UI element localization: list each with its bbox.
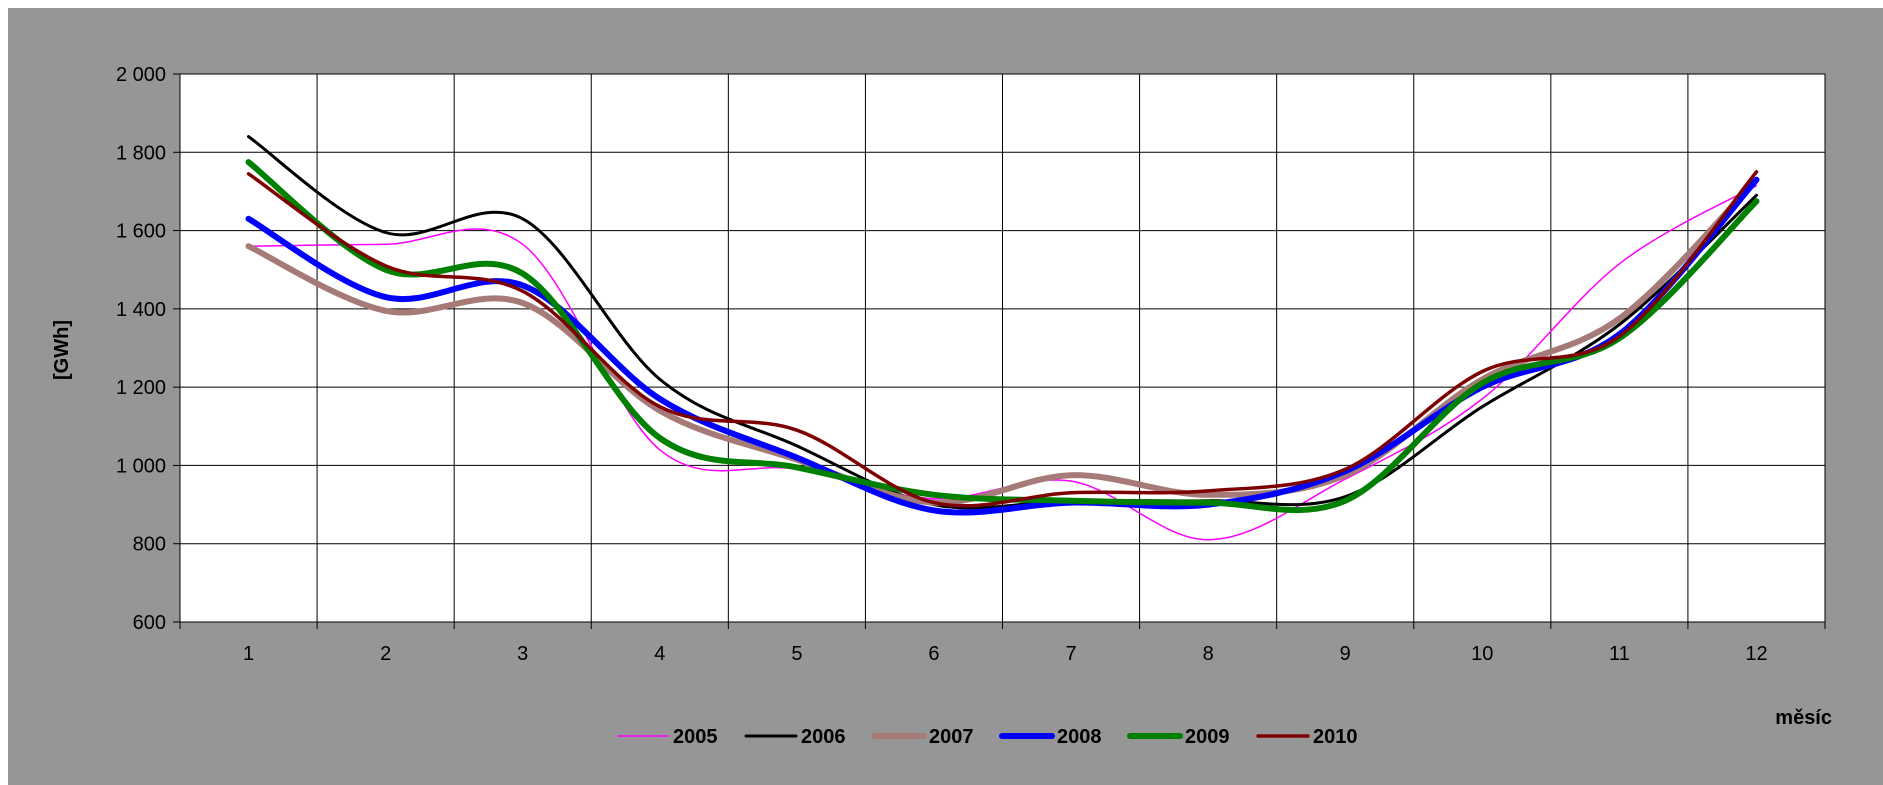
legend-item-2005: 2005 bbox=[617, 726, 718, 748]
x-axis-ticks: 1 2 3 4 5 6 7 8 9 10 11 12 bbox=[179, 622, 1826, 665]
legend-item-2007: 2007 bbox=[871, 726, 974, 748]
legend-item-2006: 2006 bbox=[744, 726, 846, 748]
y-axis-ticks: 600 800 1 000 1 200 1 400 1 600 1 800 2 000 bbox=[116, 64, 180, 634]
series-line-2009 bbox=[245, 159, 1760, 514]
y-tick-label: 2 000 bbox=[116, 64, 166, 86]
legend-item-2010: 2010 bbox=[1256, 726, 1358, 748]
x-axis-label: měsíc bbox=[1775, 707, 1832, 729]
x-tick-label: 11 bbox=[1609, 643, 1630, 665]
legend: 2005 2006 2007 2008 2009 2010 bbox=[617, 726, 1358, 748]
x-tick-label: 1 bbox=[243, 643, 254, 665]
series-line-2010 bbox=[246, 170, 1759, 508]
y-tick-label: 1 800 bbox=[116, 142, 166, 164]
legend-label: 2007 bbox=[929, 726, 974, 748]
x-tick-label: 10 bbox=[1471, 643, 1493, 665]
y-tick-label: 1 200 bbox=[116, 377, 166, 399]
legend-label: 2005 bbox=[673, 726, 718, 748]
series-lines bbox=[245, 135, 1760, 541]
x-tick-label: 6 bbox=[928, 643, 939, 665]
x-tick-label: 3 bbox=[517, 643, 528, 665]
legend-label: 2006 bbox=[801, 726, 846, 748]
legend-item-2008: 2008 bbox=[999, 726, 1102, 748]
legend-label: 2008 bbox=[1057, 726, 1102, 748]
x-tick-label: 7 bbox=[1065, 643, 1076, 665]
series-line-2006 bbox=[247, 135, 1758, 510]
legend-item-2009: 2009 bbox=[1127, 726, 1230, 748]
x-tick-label: 12 bbox=[1745, 643, 1767, 665]
x-tick-label: 4 bbox=[654, 643, 665, 665]
y-tick-label: 1 400 bbox=[116, 299, 166, 321]
legend-label: 2009 bbox=[1185, 726, 1230, 748]
grid-lines bbox=[180, 74, 1825, 622]
y-tick-label: 1 600 bbox=[116, 221, 166, 243]
y-tick-label: 1 000 bbox=[116, 455, 166, 477]
x-tick-label: 9 bbox=[1340, 643, 1351, 665]
series-line-2007 bbox=[245, 176, 1760, 506]
y-axis-label: [GWh] bbox=[51, 320, 73, 380]
y-tick-label: 800 bbox=[133, 534, 166, 556]
x-tick-label: 8 bbox=[1203, 643, 1214, 665]
legend-label: 2010 bbox=[1313, 726, 1358, 748]
x-tick-label: 2 bbox=[380, 643, 391, 665]
y-tick-label: 600 bbox=[133, 612, 166, 634]
series-line-2008 bbox=[245, 176, 1760, 516]
x-tick-label: 5 bbox=[791, 643, 802, 665]
